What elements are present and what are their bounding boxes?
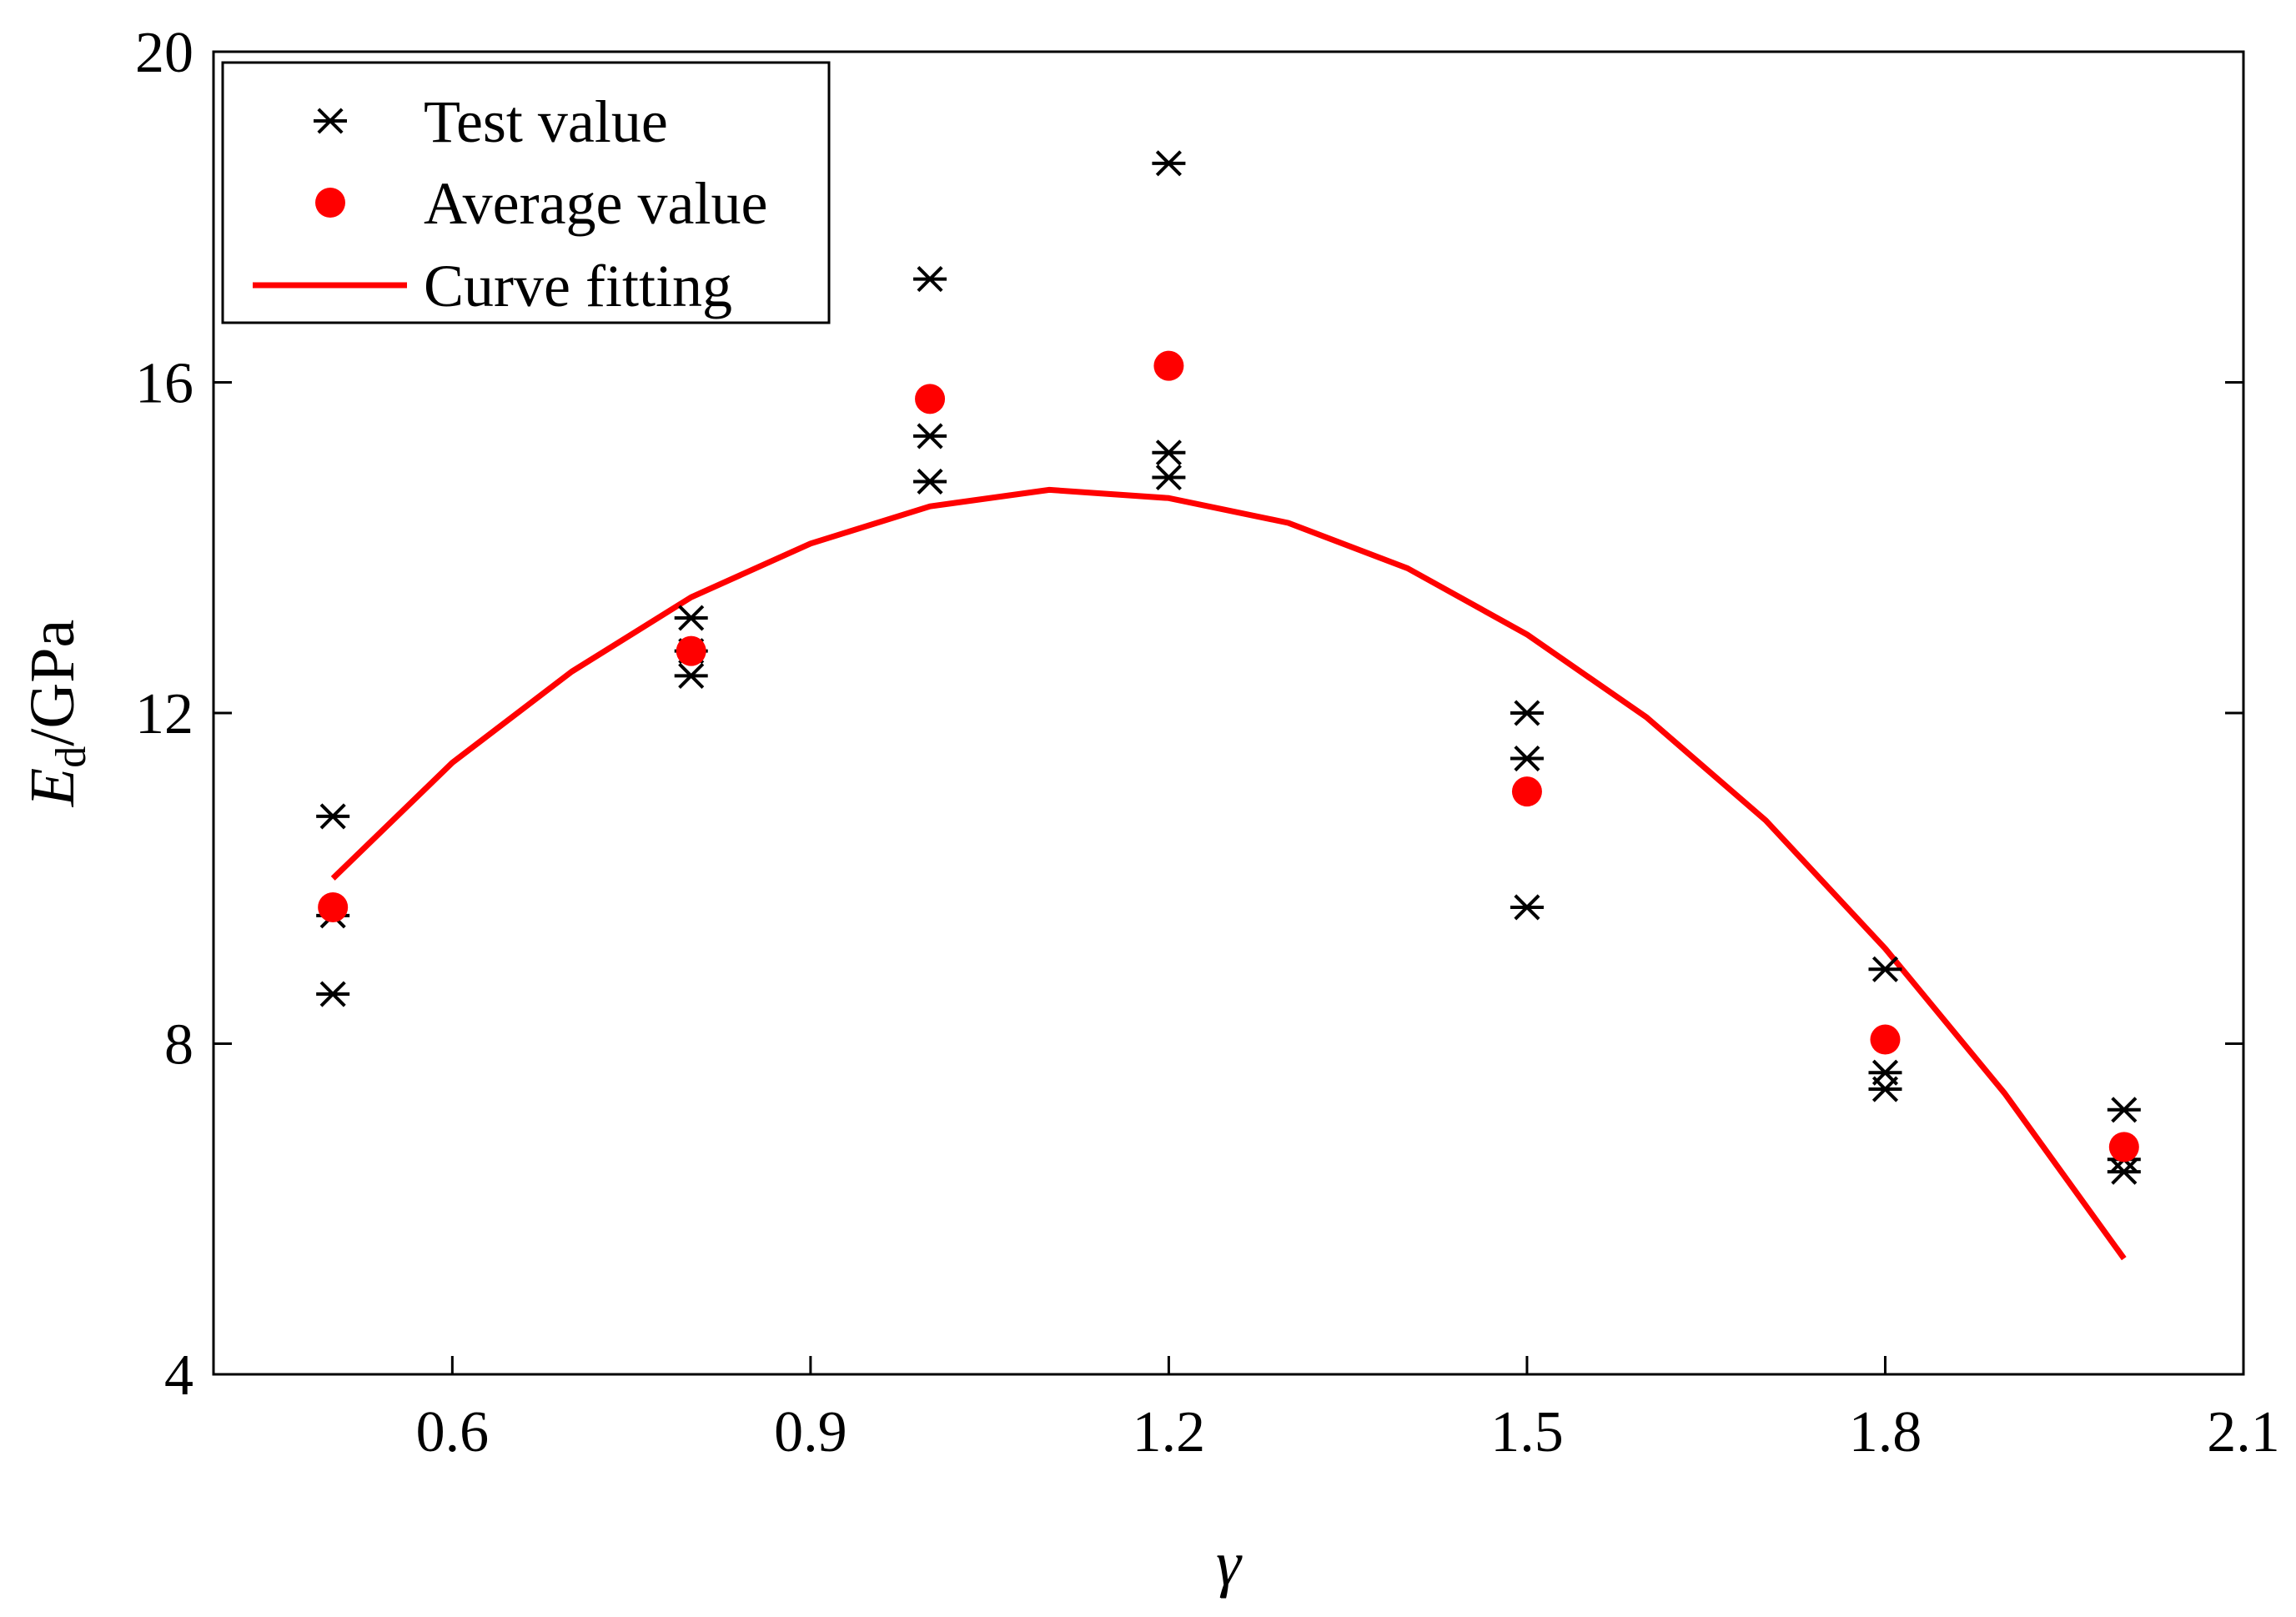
x-tick-label: 2.1	[2207, 1400, 2280, 1464]
average-value-point	[676, 635, 706, 666]
test-value-point	[1152, 439, 1186, 466]
test-value-point	[316, 803, 350, 830]
legend-label-fit: Curve fitting	[424, 253, 732, 319]
test-value-point	[1868, 1059, 1902, 1086]
legend-label-test: Test value	[424, 88, 668, 155]
x-axis-ticks: 0.6 0.9 1.2 1.5 1.8 2.1	[416, 1356, 2280, 1464]
test-value-point	[913, 423, 947, 449]
x-axis-title: γ	[1216, 1529, 1243, 1599]
y-tick-label: 20	[135, 21, 193, 85]
test-value-point	[674, 605, 708, 631]
series-layer	[316, 150, 2141, 1261]
y-axis-title-subscript: d	[48, 746, 95, 768]
test-value-point	[674, 662, 708, 689]
test-value-point	[1152, 464, 1186, 491]
test-value-point	[1510, 700, 1544, 726]
x-tick-label: 1.5	[1490, 1400, 1564, 1464]
test-value-point	[1868, 956, 1902, 982]
test-value-point	[1152, 150, 1186, 177]
x-tick-label: 1.8	[1849, 1400, 1922, 1464]
average-value-point	[915, 384, 946, 414]
test-value-point	[1868, 1076, 1902, 1102]
test-value-point	[316, 981, 350, 1007]
test-value-point	[913, 266, 947, 293]
test-value-point	[1510, 745, 1544, 772]
y-axis-title-unit: /GPa	[18, 620, 88, 746]
x-tick-label: 0.6	[416, 1400, 490, 1464]
legend: Test value Average value Curve fitting	[221, 61, 831, 324]
average-value-point	[1153, 350, 1184, 381]
legend-marker-average	[315, 188, 345, 218]
y-axis-ticks: 4 8 12 16 20	[135, 21, 2243, 1408]
test-value-point	[2107, 1097, 2141, 1123]
test-value-point	[913, 468, 947, 495]
test-value-point	[2107, 1158, 2141, 1185]
y-axis-title: Ed/GPa	[18, 620, 95, 807]
average-value-point	[1511, 776, 1542, 807]
test-value-point	[1510, 894, 1544, 921]
x-tick-label: 1.2	[1133, 1400, 1206, 1464]
legend-marker-test	[314, 108, 347, 134]
y-tick-label: 16	[135, 352, 193, 416]
average-value-point	[318, 891, 349, 922]
x-tick-label: 0.9	[774, 1400, 847, 1464]
average-value-point	[1870, 1024, 1901, 1055]
fit-curve-line	[330, 486, 2127, 1261]
y-tick-label: 12	[135, 682, 193, 746]
legend-label-average: Average value	[424, 170, 767, 237]
y-tick-label: 8	[164, 1013, 193, 1077]
y-axis-title-main: E	[18, 768, 88, 807]
average-value-point	[2108, 1132, 2139, 1163]
y-tick-label: 4	[164, 1343, 193, 1408]
legend-asterisk-icon	[314, 108, 347, 134]
